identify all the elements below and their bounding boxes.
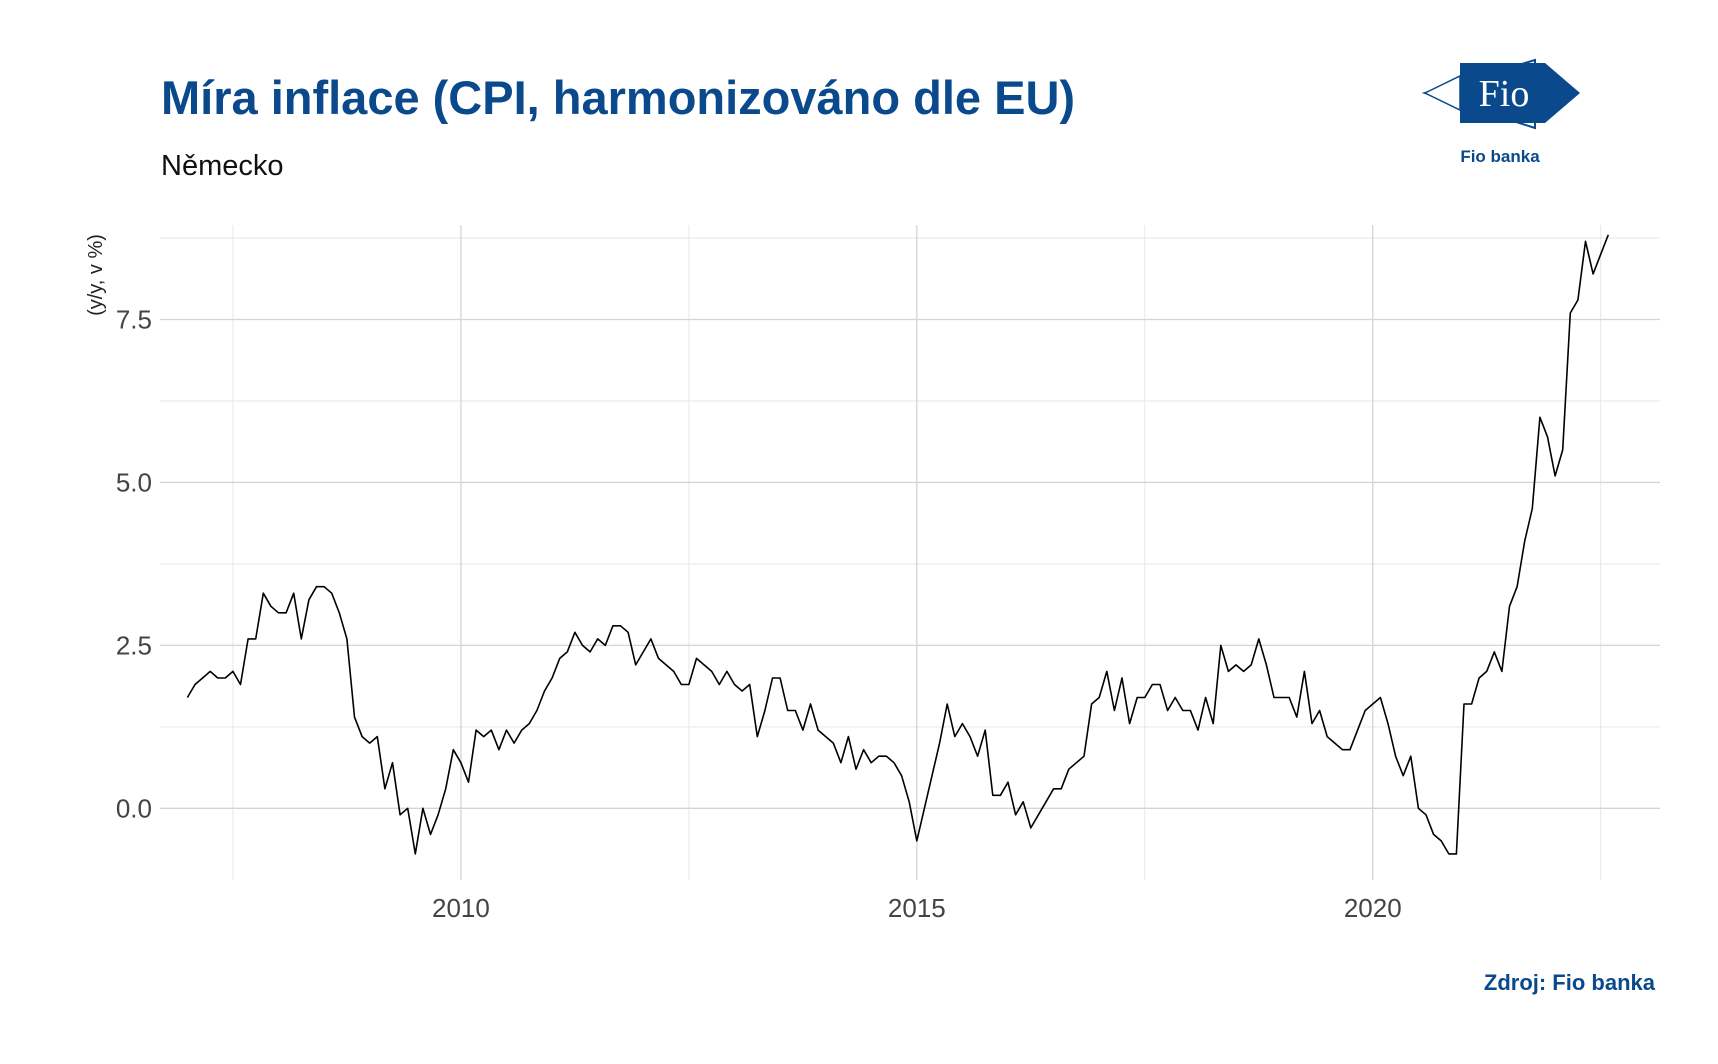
y-tick-label: 5.0	[116, 467, 152, 497]
inflation-line-chart: 0.0 2.5 5.0 7.5 2010 2015 2020 (y/y, v %)	[85, 225, 1660, 923]
y-tick-label: 7.5	[116, 305, 152, 335]
grid-major	[160, 225, 1660, 880]
tick-labels: 0.0 2.5 5.0 7.5 2010 2015 2020	[116, 305, 1402, 923]
chart-title: Míra inflace (CPI, harmonizováno dle EU)	[161, 71, 1076, 124]
grid-minor	[160, 225, 1660, 880]
logo-mark-text: Fio	[1479, 73, 1530, 115]
x-tick-label: 2010	[432, 893, 490, 923]
x-tick-label: 2015	[888, 893, 946, 923]
chart-subtitle: Německo	[161, 150, 284, 182]
y-tick-label: 2.5	[116, 630, 152, 660]
logo-caption: Fio banka	[1460, 147, 1540, 166]
x-tick-label: 2020	[1344, 893, 1402, 923]
y-tick-label: 0.0	[116, 793, 152, 823]
y-axis-label: (y/y, v %)	[85, 234, 107, 316]
fio-logo-icon: Fio	[1421, 58, 1580, 130]
source-note: Zdroj: Fio banka	[1483, 970, 1655, 995]
series-line-germany-hicp	[186, 234, 1610, 855]
